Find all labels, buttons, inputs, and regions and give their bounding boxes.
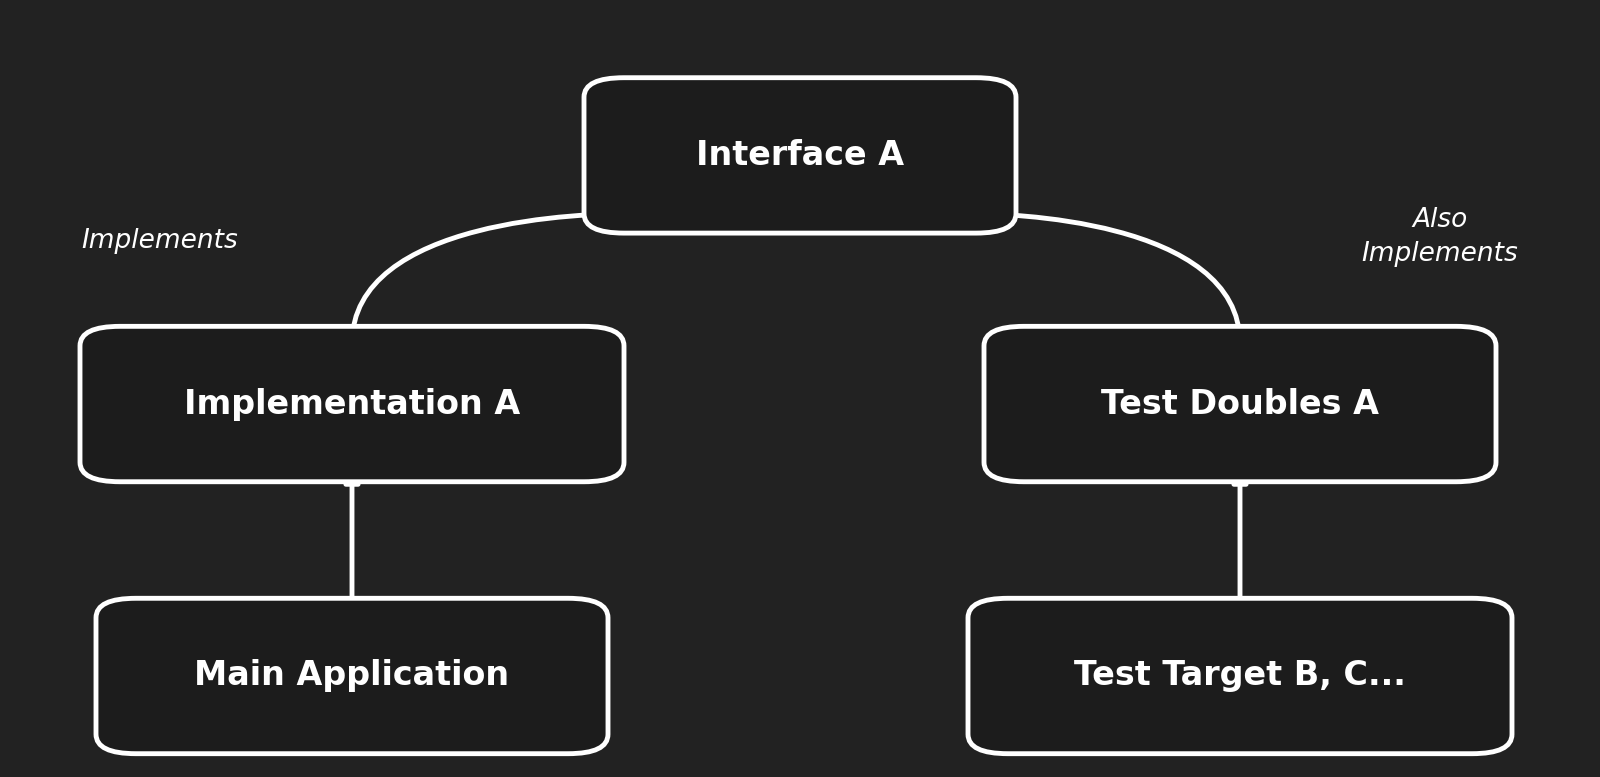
FancyArrowPatch shape: [1234, 472, 1246, 612]
Text: Test Target B, C...: Test Target B, C...: [1074, 660, 1406, 692]
Text: Interface A: Interface A: [696, 139, 904, 172]
FancyBboxPatch shape: [968, 598, 1512, 754]
FancyArrowPatch shape: [973, 207, 1240, 343]
Text: Also
Implements: Also Implements: [1362, 207, 1518, 267]
Text: Implements: Implements: [82, 228, 238, 254]
FancyArrowPatch shape: [346, 472, 358, 612]
Text: Main Application: Main Application: [195, 660, 509, 692]
Text: Implementation A: Implementation A: [184, 388, 520, 420]
FancyBboxPatch shape: [584, 78, 1016, 233]
FancyArrowPatch shape: [352, 207, 627, 343]
FancyBboxPatch shape: [80, 326, 624, 482]
FancyBboxPatch shape: [984, 326, 1496, 482]
FancyBboxPatch shape: [96, 598, 608, 754]
Text: Test Doubles A: Test Doubles A: [1101, 388, 1379, 420]
